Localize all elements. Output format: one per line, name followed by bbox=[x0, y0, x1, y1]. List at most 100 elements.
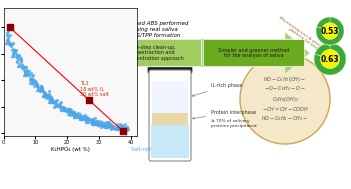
Point bbox=[23, 65, 28, 68]
Text: Microextraction & preconcentration
platform for biophenols: Microextraction & preconcentration platf… bbox=[276, 15, 344, 67]
Point bbox=[23, 73, 29, 76]
Point bbox=[120, 129, 125, 132]
Point bbox=[93, 120, 99, 123]
Wedge shape bbox=[314, 43, 345, 75]
Wedge shape bbox=[316, 17, 344, 42]
Point bbox=[15, 60, 20, 63]
Point bbox=[92, 116, 98, 119]
Point bbox=[60, 108, 65, 111]
Point bbox=[39, 84, 44, 87]
Point bbox=[78, 115, 84, 118]
Point bbox=[77, 114, 82, 117]
Point bbox=[120, 125, 126, 128]
Point bbox=[122, 122, 128, 125]
Point bbox=[24, 69, 29, 72]
Point bbox=[119, 123, 125, 126]
Point bbox=[93, 120, 99, 123]
Point bbox=[66, 111, 71, 114]
Text: $-CH=CH-COOH$: $-CH=CH-COOH$ bbox=[261, 105, 309, 113]
Point bbox=[17, 57, 23, 60]
Point bbox=[103, 124, 109, 127]
Point bbox=[27, 74, 32, 77]
Point bbox=[20, 63, 25, 66]
X-axis label: K₂HPO₄ (wt %): K₂HPO₄ (wt %) bbox=[51, 147, 90, 152]
Point bbox=[82, 119, 88, 122]
Point bbox=[117, 122, 123, 125]
Point bbox=[100, 125, 106, 128]
Point bbox=[72, 114, 78, 117]
Point bbox=[57, 105, 63, 108]
Text: $-O-C_6H_4-O-$: $-O-C_6H_4-O-$ bbox=[264, 84, 306, 93]
Point bbox=[119, 126, 124, 129]
Point bbox=[49, 99, 55, 102]
Point bbox=[39, 87, 45, 90]
Point bbox=[35, 85, 40, 88]
Point bbox=[103, 122, 108, 125]
Text: $HO-C_6H_3(OH)-$: $HO-C_6H_3(OH)-$ bbox=[264, 74, 306, 84]
Point bbox=[85, 118, 91, 121]
Point bbox=[46, 97, 52, 100]
Point bbox=[60, 107, 66, 110]
Point bbox=[90, 119, 96, 122]
Point bbox=[34, 84, 39, 88]
Point bbox=[91, 121, 96, 124]
Point bbox=[65, 110, 70, 113]
Point bbox=[53, 104, 58, 107]
Point bbox=[84, 119, 90, 122]
Point bbox=[29, 77, 35, 81]
Point bbox=[93, 122, 99, 125]
Point bbox=[121, 127, 127, 130]
Point bbox=[109, 125, 114, 128]
Point bbox=[101, 124, 107, 127]
Point bbox=[39, 86, 44, 89]
Point bbox=[33, 83, 39, 86]
Point bbox=[114, 125, 120, 129]
Point bbox=[13, 49, 19, 52]
Point bbox=[49, 100, 55, 103]
Point bbox=[120, 126, 125, 129]
Point bbox=[83, 117, 88, 120]
Point bbox=[5, 37, 11, 40]
FancyBboxPatch shape bbox=[99, 40, 201, 67]
Point bbox=[71, 116, 77, 119]
Point bbox=[52, 101, 58, 104]
Wedge shape bbox=[315, 43, 346, 75]
Point bbox=[73, 114, 79, 117]
Point bbox=[101, 122, 106, 125]
Point bbox=[72, 110, 77, 113]
Point bbox=[97, 120, 102, 123]
Point bbox=[99, 120, 105, 123]
Point bbox=[25, 71, 30, 74]
Point bbox=[14, 55, 20, 58]
Point bbox=[53, 100, 59, 103]
Text: ≥ 70% of salivary
proteins precipitated: ≥ 70% of salivary proteins precipitated bbox=[211, 119, 257, 128]
Point bbox=[106, 122, 112, 125]
Point bbox=[47, 97, 53, 100]
Point bbox=[42, 91, 48, 94]
Point bbox=[18, 56, 24, 59]
Point bbox=[8, 33, 13, 36]
Point bbox=[68, 110, 73, 113]
Wedge shape bbox=[316, 17, 344, 45]
Point bbox=[5, 30, 11, 33]
Point bbox=[97, 122, 103, 125]
Text: A one-step clean-up,
microextraction and
preconcentration approach: A one-step clean-up, microextraction and… bbox=[117, 45, 183, 61]
Point bbox=[29, 77, 35, 80]
Point bbox=[116, 126, 122, 129]
Point bbox=[62, 108, 68, 111]
Point bbox=[65, 108, 71, 111]
Point bbox=[40, 94, 46, 97]
Point bbox=[65, 109, 71, 112]
Point bbox=[88, 118, 94, 121]
Point bbox=[35, 86, 41, 89]
Point bbox=[43, 94, 48, 98]
Point bbox=[47, 99, 53, 102]
Point bbox=[120, 126, 125, 129]
Point bbox=[10, 53, 16, 56]
Point bbox=[66, 108, 72, 111]
Point bbox=[43, 92, 49, 95]
Point bbox=[107, 125, 112, 128]
Point bbox=[31, 85, 37, 88]
Point bbox=[124, 128, 129, 131]
Point bbox=[7, 40, 12, 43]
